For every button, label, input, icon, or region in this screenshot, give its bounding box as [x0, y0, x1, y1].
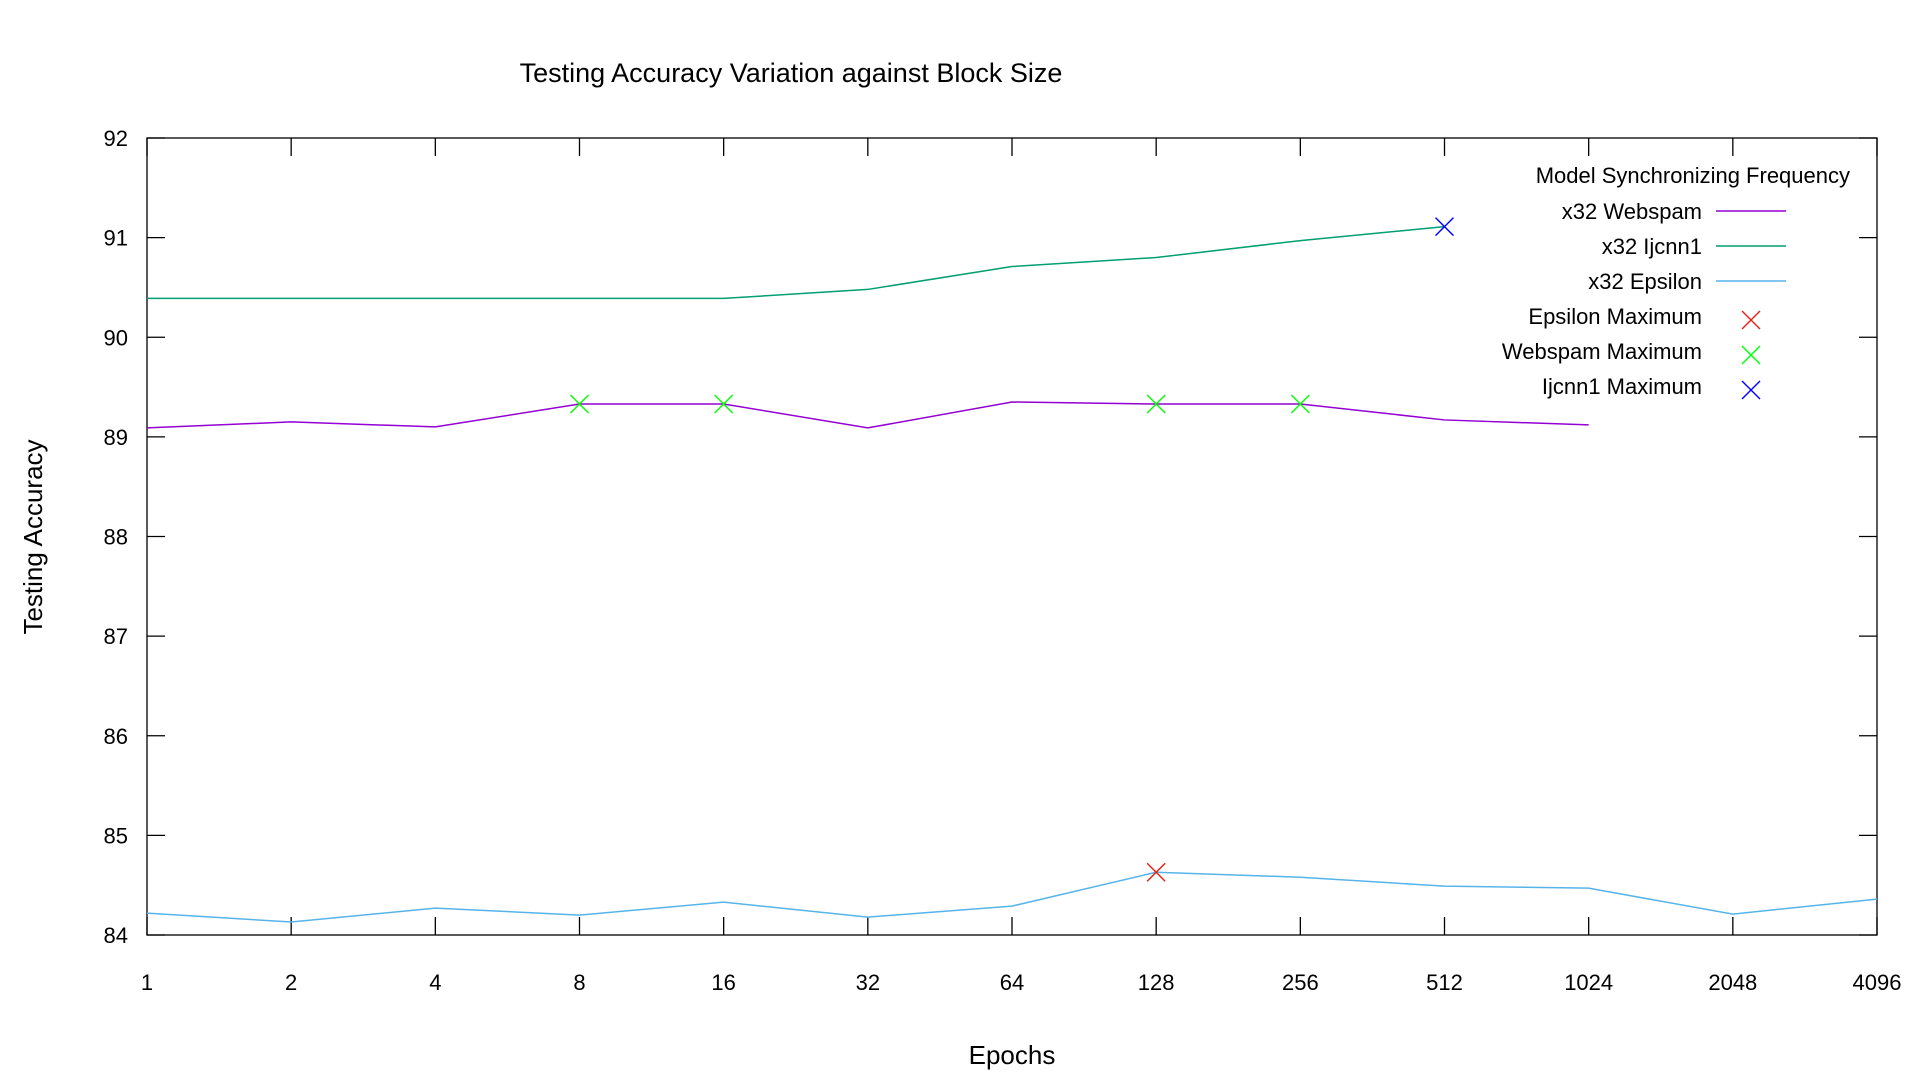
max-marker-point — [1146, 862, 1166, 882]
legend-swatch-epsilon-maximum — [1741, 310, 1761, 330]
x-tick-label: 2 — [285, 970, 297, 995]
legend-swatch-ijcnn1-maximum — [1741, 380, 1761, 400]
series-x32-webspam — [146, 401, 1589, 429]
series-x32-epsilon — [146, 871, 1878, 923]
series-webspam-maximum — [570, 394, 1310, 414]
y-tick-label: 89 — [104, 425, 128, 450]
x-tick-label: 32 — [856, 970, 880, 995]
legend-title: Model Synchronizing Frequency — [1536, 163, 1850, 188]
series-line-x32-webspam — [146, 401, 1589, 429]
max-marker-point — [1146, 394, 1166, 414]
legend-label-x32-webspam: x32 Webspam — [1562, 199, 1702, 224]
series-epsilon-maximum — [1146, 862, 1166, 882]
series-layer — [146, 217, 1878, 923]
legend-label-ijcnn1-maximum: Ijcnn1 Maximum — [1542, 374, 1702, 399]
max-marker-point — [1435, 217, 1454, 237]
max-marker-point — [714, 394, 734, 414]
x-axis: 1 2 4 8 16 32 64 128 256 512 1024 2048 4096 — [141, 138, 1902, 995]
legend-label-x32-epsilon: x32 Epsilon — [1588, 269, 1702, 294]
y-tick-label: 86 — [104, 724, 128, 749]
legend-label-epsilon-maximum: Epsilon Maximum — [1528, 304, 1702, 329]
y-tick-label: 85 — [104, 823, 128, 848]
series-x32-ijcnn1 — [147, 225, 1445, 300]
y-tick-label: 88 — [104, 525, 128, 550]
max-marker-point — [1290, 394, 1310, 414]
series-ijcnn1-maximum — [1435, 217, 1454, 237]
y-axis: 84 85 86 87 88 89 90 91 92 — [104, 126, 1877, 948]
x-tick-label: 4 — [429, 970, 441, 995]
y-axis-label: Testing Accuracy — [18, 439, 48, 634]
x-tick-label: 64 — [1000, 970, 1024, 995]
x-tick-label: 128 — [1138, 970, 1175, 995]
x-axis-label: Epochs — [969, 1040, 1056, 1070]
y-tick-label: 87 — [104, 624, 128, 649]
legend-swatch-webspam-maximum — [1741, 345, 1761, 365]
chart-title: Testing Accuracy Variation against Block… — [520, 58, 1063, 88]
x-tick-label: 1024 — [1564, 970, 1613, 995]
x-tick-label: 8 — [573, 970, 585, 995]
y-tick-label: 92 — [104, 126, 128, 151]
series-line-x32-epsilon — [146, 871, 1878, 923]
x-tick-label: 2048 — [1708, 970, 1757, 995]
y-tick-label: 91 — [104, 226, 128, 251]
x-tick-label: 1 — [141, 970, 153, 995]
x-tick-label: 256 — [1282, 970, 1319, 995]
series-line-x32-ijcnn1 — [147, 225, 1445, 300]
x-tick-label: 16 — [711, 970, 735, 995]
legend: Model Synchronizing Frequency x32 Webspa… — [1502, 163, 1850, 400]
y-tick-label: 90 — [104, 325, 128, 350]
x-tick-label: 512 — [1426, 970, 1463, 995]
legend-label-webspam-maximum: Webspam Maximum — [1502, 339, 1702, 364]
legend-label-x32-ijcnn1: x32 Ijcnn1 — [1602, 234, 1702, 259]
x-tick-label: 4096 — [1853, 970, 1902, 995]
y-tick-label: 84 — [104, 923, 128, 948]
max-marker-point — [570, 394, 589, 414]
